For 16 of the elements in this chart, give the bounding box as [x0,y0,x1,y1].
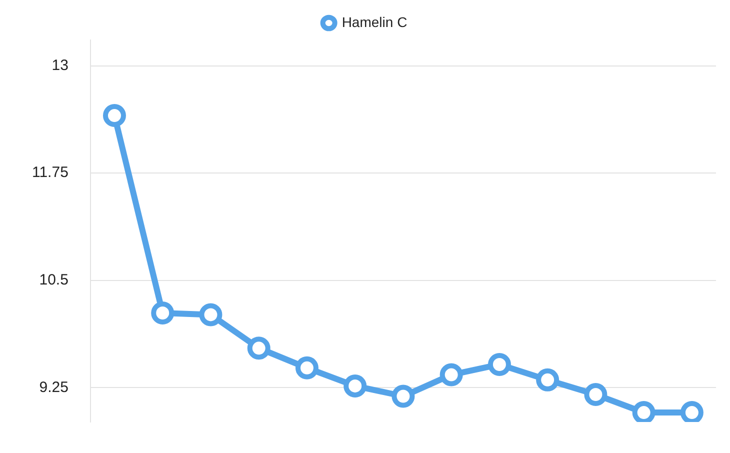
point [199,303,222,326]
point [247,336,270,360]
point [102,104,126,128]
y-tick-label: 11.75 [32,164,68,182]
legend-label: Hamelin C [342,14,408,30]
point [151,301,174,324]
point [392,384,415,408]
point [440,363,463,386]
y-tick-label: 13 [52,56,68,74]
y-tick-label: 9.25 [39,378,68,396]
point [536,368,560,392]
point [584,383,608,406]
point [488,352,511,376]
point [295,356,318,380]
y-tick-label: 10.5 [39,272,68,288]
point [344,374,367,398]
